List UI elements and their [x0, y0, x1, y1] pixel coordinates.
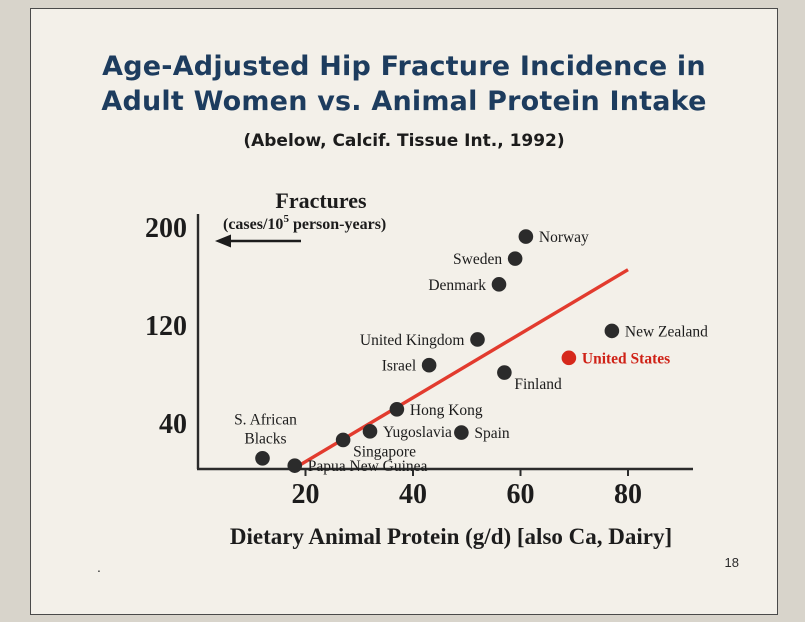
data-point-finland	[497, 365, 512, 380]
y-axis-units: (cases/105 person-years)	[223, 213, 386, 233]
x-axis-label: Dietary Animal Protein (g/d) [also Ca, D…	[230, 524, 672, 549]
trend-line	[293, 268, 629, 470]
y-axis-title: Fractures	[275, 188, 367, 213]
scatter-plot: 20 40 60 80 200 120 40 Fractures(cases/105 pers…	[145, 188, 708, 549]
data-point-norway	[518, 229, 534, 244]
data-point-yugoslavia	[362, 424, 378, 439]
left-arrow-head-icon	[215, 234, 231, 248]
y-tick-label: 40	[159, 409, 187, 440]
x-tick-label: 60	[507, 479, 535, 510]
point-label-new-zealand: New Zealand	[625, 323, 708, 340]
data-point-united-states	[561, 350, 577, 366]
data-point-sweden	[507, 251, 523, 266]
slide-title-line2: Adult Women vs. Animal Protein Intake	[101, 86, 707, 117]
data-point-singapore	[335, 432, 351, 448]
slide-subtitle: (Abelow, Calcif. Tissue Int., 1992)	[243, 131, 565, 151]
point-label-hong-kong: Hong Kong	[410, 402, 483, 419]
point-label-denmark: Denmark	[428, 277, 486, 294]
data-point-denmark	[491, 277, 507, 292]
data-point-israel	[421, 357, 437, 373]
point-label-norway: Norway	[539, 229, 589, 246]
slide-title: Age-Adjusted Hip Fracture Incidence in A…	[31, 49, 777, 119]
point-label-singapore: Singapore	[353, 443, 416, 460]
data-point-hong-kong	[389, 402, 405, 417]
data-point-s-african-blacks	[255, 451, 270, 466]
point-label-united-states: United States	[582, 350, 670, 367]
data-point-new-zealand	[604, 323, 620, 339]
point-label-sweden: Sweden	[453, 251, 502, 268]
footer-dot: .	[97, 559, 101, 575]
page-number: 18	[724, 555, 739, 570]
point-label-spain: Spain	[474, 425, 510, 442]
point-label-yugoslavia: Yugoslavia	[383, 424, 452, 441]
point-label-israel: Israel	[382, 358, 416, 375]
y-tick-label: 120	[145, 311, 187, 342]
data-point-spain	[454, 425, 469, 440]
point-label-papua-new-guinea: Papua New Guinea	[308, 458, 428, 475]
point-label-finland: Finland	[514, 376, 562, 393]
point-label-s-african-blacks: S. African Blacks	[234, 411, 297, 447]
data-point-papua-new-guinea	[287, 458, 303, 473]
data-point-united-kingdom	[470, 332, 485, 347]
slide-title-line1: Age-Adjusted Hip Fracture Incidence in	[102, 51, 706, 82]
x-tick-label: 80	[614, 479, 642, 510]
x-tick-label: 40	[399, 479, 427, 510]
y-tick-label: 200	[145, 213, 187, 244]
slide: Age-Adjusted Hip Fracture Incidence in A…	[30, 8, 778, 615]
point-label-united-kingdom: United Kingdom	[360, 332, 465, 349]
x-tick-label: 20	[292, 479, 320, 510]
